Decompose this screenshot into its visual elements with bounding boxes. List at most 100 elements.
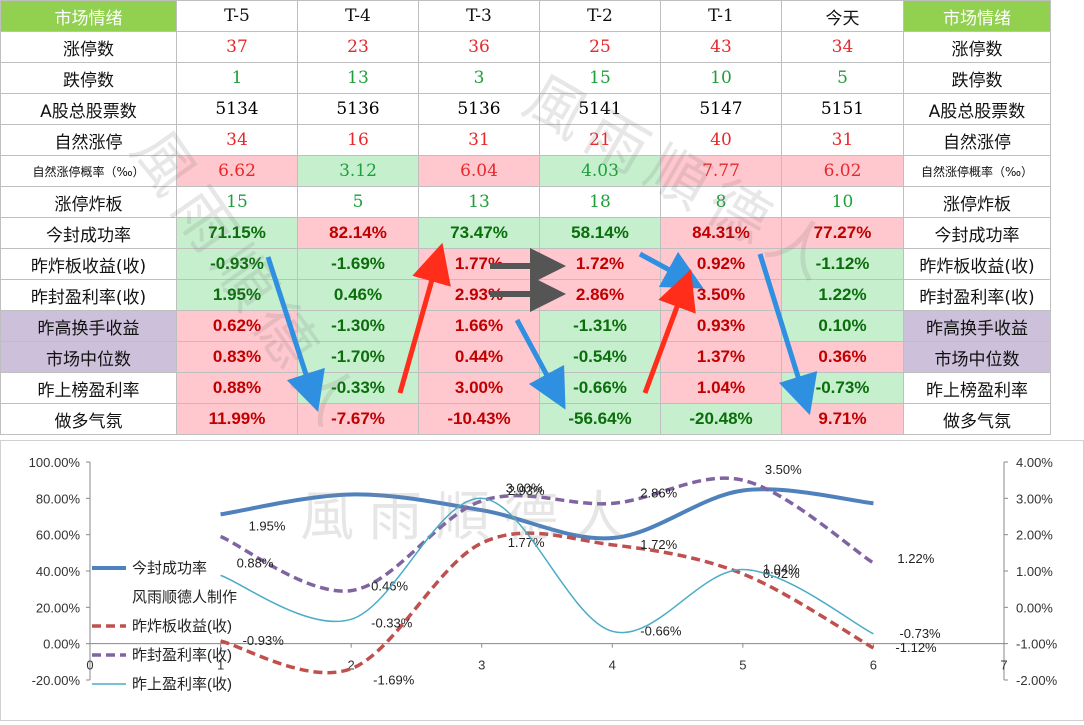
data-cell: 0.62% xyxy=(176,310,298,342)
row-label-right: 做多气氛 xyxy=(903,403,1051,435)
y-right-tick-label: 1.00% xyxy=(1016,564,1053,579)
legend-entry: 昨封盈利率(收) xyxy=(132,647,232,664)
data-cell: 1.66% xyxy=(418,310,540,342)
y-right-tick-label: 4.00% xyxy=(1016,455,1053,470)
row-label-right: 昨炸板收益(收) xyxy=(903,248,1051,280)
watermark-chart: 風雨順德人 xyxy=(300,487,640,547)
x-tick-label: 1 xyxy=(217,658,224,673)
data-cell: 13 xyxy=(297,62,419,94)
line-chart: -20.00% 0.00% 20.00% 40.00% 60.00% 80.00% 100.… xyxy=(0,440,1084,721)
x-tick-label: 5 xyxy=(739,658,746,673)
row-label-left: 今封成功率 xyxy=(0,217,177,249)
data-cell: 0.83% xyxy=(176,341,298,373)
data-cell: 3 xyxy=(418,62,540,94)
row-label-right: 昨上榜盈利率 xyxy=(903,372,1051,404)
data-cell: 21 xyxy=(539,124,661,156)
row-label-left: 昨封盈利率(收) xyxy=(0,279,177,311)
data-cell: -0.54% xyxy=(539,341,661,373)
series-line-1 xyxy=(220,487,874,541)
y-left-tick-label: 20.00% xyxy=(36,600,81,615)
data-cell: 25 xyxy=(539,31,661,63)
header-label-right: 市场情绪 xyxy=(903,0,1051,32)
row-label-right: 自然涨停 xyxy=(903,124,1051,156)
data-label: 1.72% xyxy=(640,537,677,552)
data-cell: 16 xyxy=(297,124,419,156)
data-label: 2.93% xyxy=(508,483,545,498)
header-row: 市场情绪 T-5 T-4 T-3 T-2 T-1 今天 市场情绪 xyxy=(0,0,1051,32)
data-cell: 1.77% xyxy=(418,248,540,280)
data-label: -0.66% xyxy=(640,623,682,638)
data-cell: 0.46% xyxy=(297,279,419,311)
header-col-6: 今天 xyxy=(781,0,904,32)
x-tick-label: 4 xyxy=(609,658,616,673)
x-tick-label: 0 xyxy=(86,658,93,673)
header-col-3: T-3 xyxy=(418,0,540,32)
data-label: -1.12% xyxy=(895,640,937,655)
data-cell: 9.71% xyxy=(781,403,904,435)
data-cell: 34 xyxy=(781,31,904,63)
data-cell: -0.66% xyxy=(539,372,661,404)
data-cell: 1 xyxy=(176,62,298,94)
data-cell: 0.88% xyxy=(176,372,298,404)
data-cell: -56.64% xyxy=(539,403,661,435)
y-left-tick-label: -20.00% xyxy=(32,673,81,688)
data-cell: 13 xyxy=(418,186,540,218)
data-cell: 1.95% xyxy=(176,279,298,311)
data-cell: 1.37% xyxy=(660,341,782,373)
y-right-tick-label: -1.00% xyxy=(1016,637,1058,652)
data-cell: 6.62 xyxy=(176,155,298,187)
row-label-left: 涨停炸板 xyxy=(0,186,177,218)
table-row: 昨高换手收益 0.62% -1.30% 1.66% -1.31% 0.93% 0.10% 昨高… xyxy=(0,310,1051,342)
row-label-left: 涨停数 xyxy=(0,31,177,63)
table-row: 做多气氛 11.99% -7.67% -10.43% -56.64% -20.48% 9.7… xyxy=(0,403,1051,435)
y-right-tick-label: 2.00% xyxy=(1016,528,1053,543)
data-cell: -0.33% xyxy=(297,372,419,404)
data-label: 3.50% xyxy=(765,462,802,477)
data-cell: 84.31% xyxy=(660,217,782,249)
data-cell: -0.93% xyxy=(176,248,298,280)
data-cell: -1.30% xyxy=(297,310,419,342)
row-label-left: 跌停数 xyxy=(0,62,177,94)
data-cell: 2.93% xyxy=(418,279,540,311)
data-cell: 5 xyxy=(781,62,904,94)
data-label: 0.46% xyxy=(371,579,408,594)
table-row: 自然涨停 34 16 31 21 40 31 自然涨停 xyxy=(0,124,1051,156)
row-label-right: 昨高换手收益 xyxy=(903,310,1051,342)
data-cell: 18 xyxy=(539,186,661,218)
y-right-tick-label: -2.00% xyxy=(1016,673,1058,688)
data-cell: 0.10% xyxy=(781,310,904,342)
header-col-4: T-2 xyxy=(539,0,661,32)
data-label: 2.86% xyxy=(640,485,677,500)
data-cell: -0.73% xyxy=(781,372,904,404)
data-cell: 40 xyxy=(660,124,782,156)
series-line-2 xyxy=(220,531,875,675)
legend-entry: 今封成功率 xyxy=(132,560,207,577)
data-cell: 7.77 xyxy=(660,155,782,187)
data-cell: -1.69% xyxy=(297,248,419,280)
data-cell: 5141 xyxy=(539,93,661,125)
data-cell: 5136 xyxy=(418,93,540,125)
data-label: 0.92% xyxy=(763,566,800,581)
data-cell: 82.14% xyxy=(297,217,419,249)
data-cell: 5136 xyxy=(297,93,419,125)
data-cell: 10 xyxy=(781,186,904,218)
table-row: 昨上榜盈利率 0.88% -0.33% 3.00% -0.66% 1.04% -0.73% 昨… xyxy=(0,372,1051,404)
y-right-tick-label: 0.00% xyxy=(1016,600,1053,615)
x-tick-label: 3 xyxy=(478,658,485,673)
row-label-left: 自然涨停概率（‰） xyxy=(0,155,177,187)
row-label-right: 今封成功率 xyxy=(903,217,1051,249)
row-label-right: 跌停数 xyxy=(903,62,1051,94)
table-row: 涨停数 37 23 36 25 43 34 涨停数 xyxy=(0,31,1051,63)
data-cell: -20.48% xyxy=(660,403,782,435)
data-cell: 5134 xyxy=(176,93,298,125)
market-sentiment-table: 市场情绪 T-5 T-4 T-3 T-2 T-1 今天 市场情绪 涨停数 37 23 36 25 43 34… xyxy=(0,0,1051,435)
series-line-4 xyxy=(220,497,874,635)
row-label-right: 自然涨停概率（‰） xyxy=(903,155,1051,187)
data-label: 0.88% xyxy=(237,555,274,570)
data-cell: 23 xyxy=(297,31,419,63)
row-label-right: 昨封盈利率(收) xyxy=(903,279,1051,311)
data-cell: 36 xyxy=(418,31,540,63)
data-label: -0.33% xyxy=(371,615,413,630)
data-cell: 0.44% xyxy=(418,341,540,373)
data-cell: 31 xyxy=(418,124,540,156)
